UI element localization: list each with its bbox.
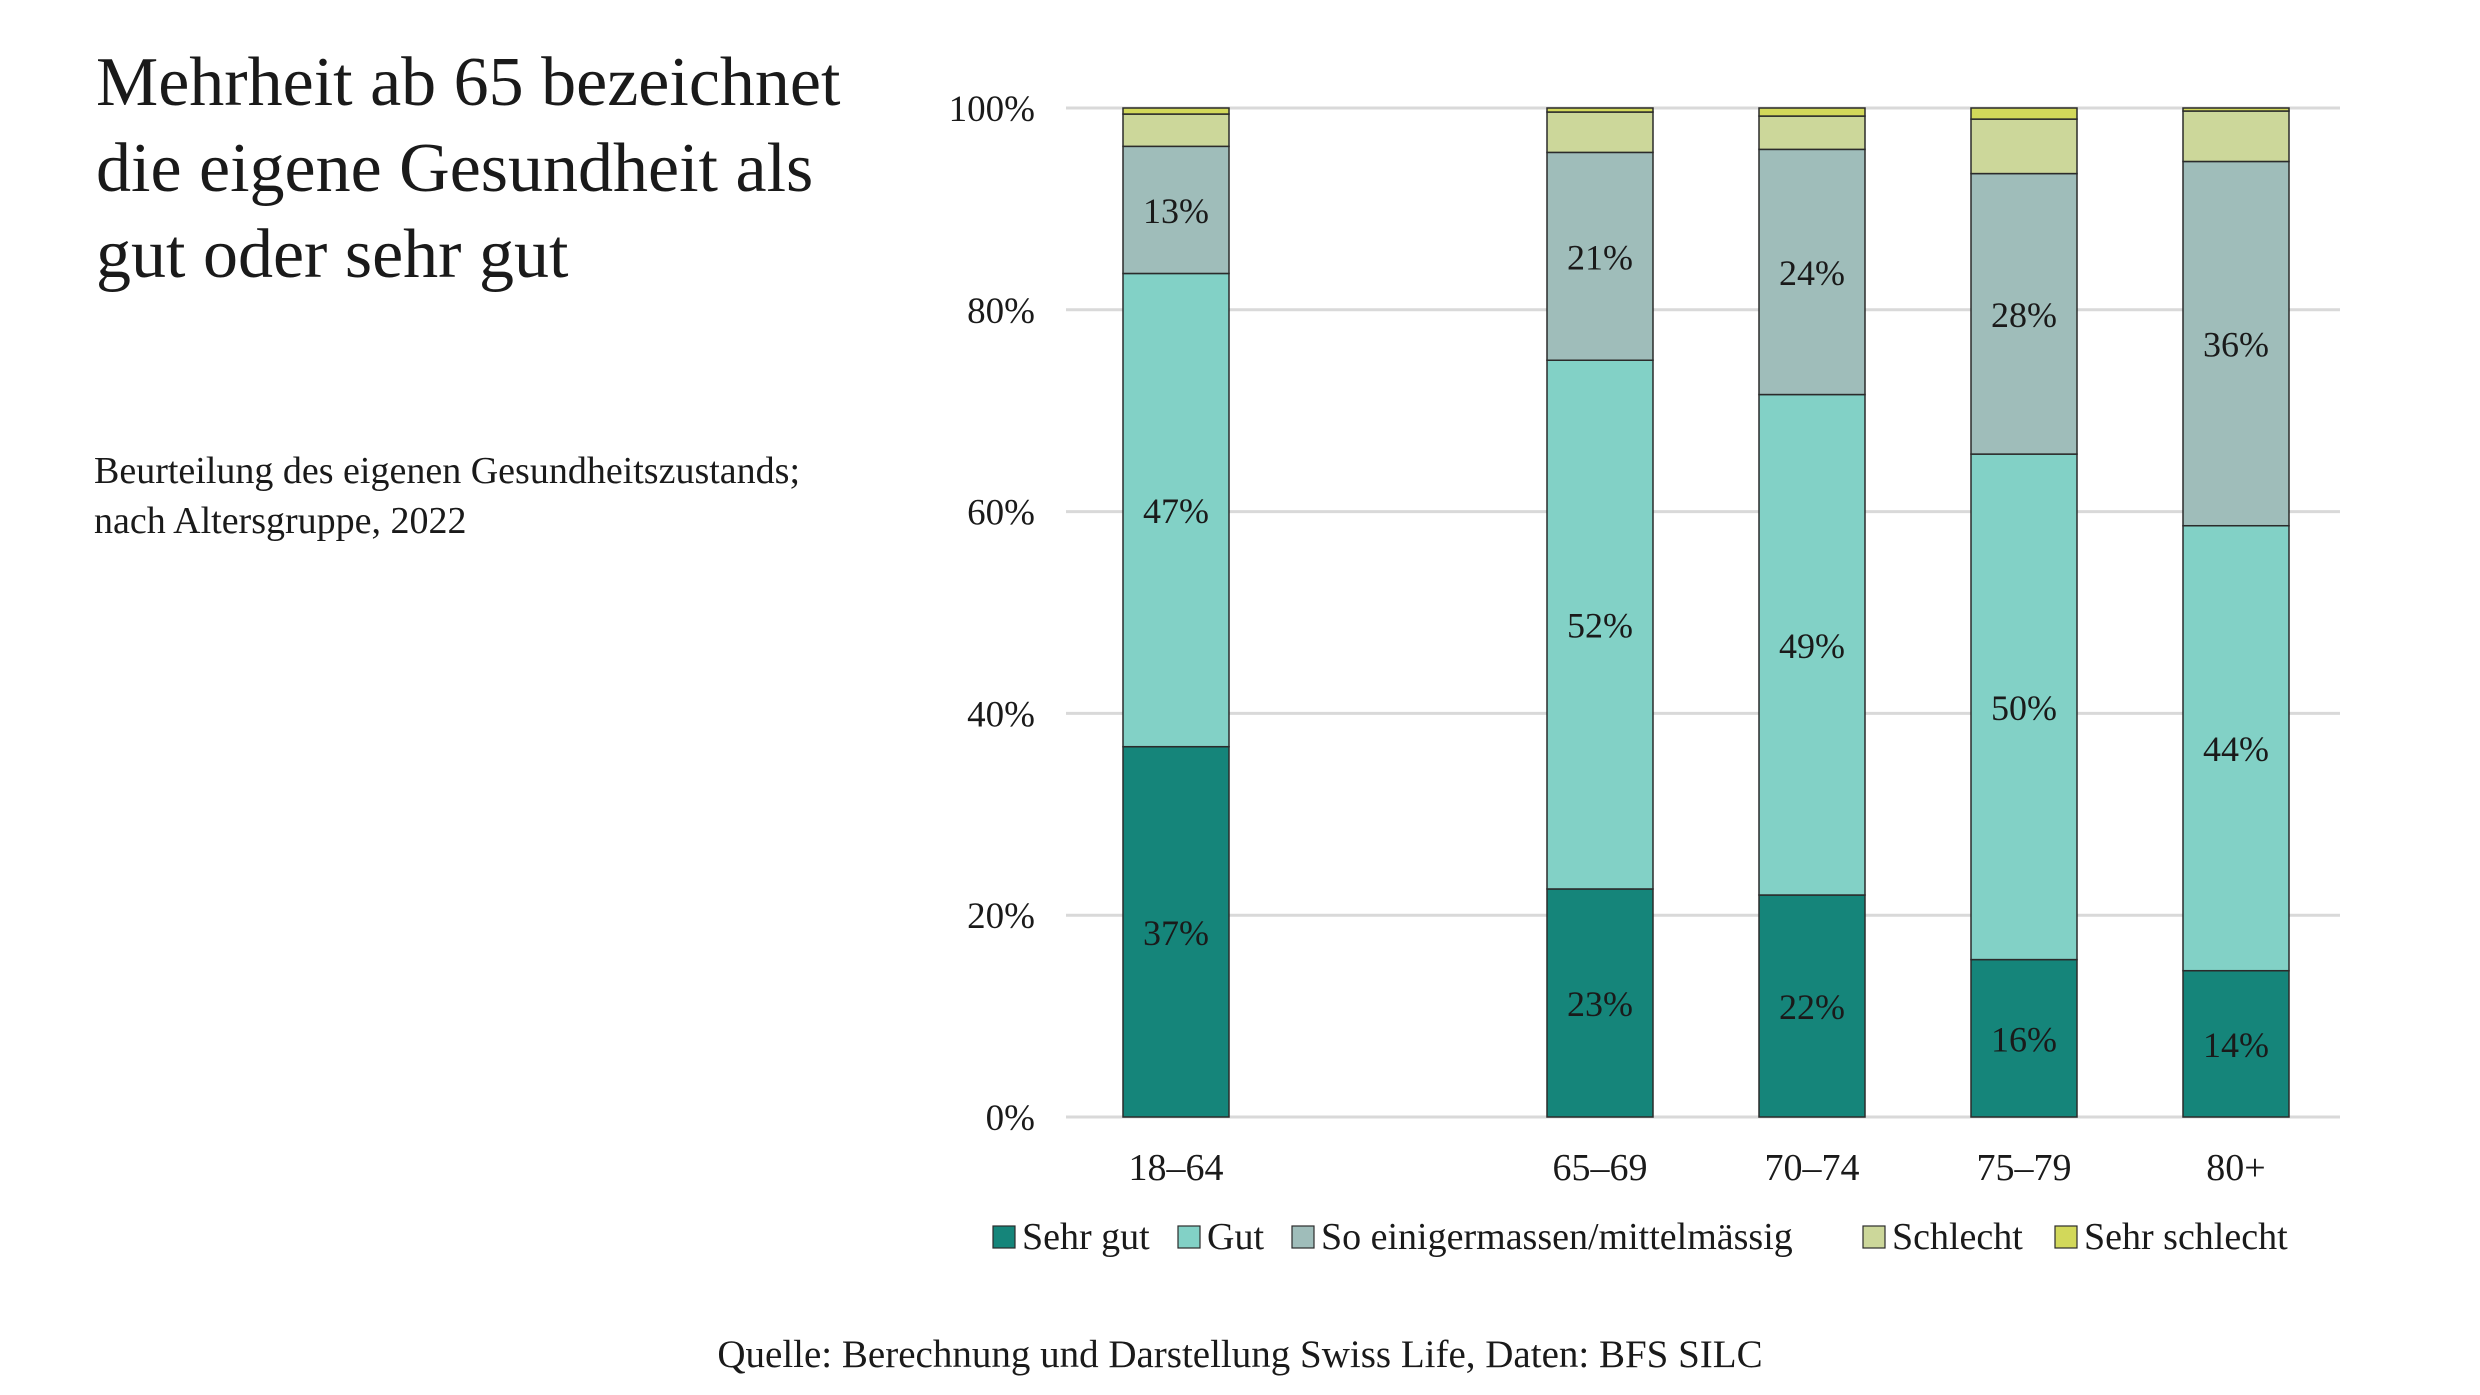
bar-segment — [1758, 107, 1866, 117]
x-tick-label: 65–69 — [1553, 1147, 1648, 1189]
bar-segment — [1970, 107, 2078, 120]
bar-segment — [2182, 110, 2290, 163]
data-label: 47% — [1143, 491, 1209, 531]
x-tick-label: 18–64 — [1129, 1147, 1224, 1189]
data-label: 24% — [1779, 253, 1845, 293]
subtitle-line-2: nach Altersgruppe, 2022 — [94, 500, 467, 542]
y-tick-label: 80% — [967, 291, 1035, 332]
data-label: 13% — [1143, 191, 1209, 231]
bar-segment — [1546, 111, 1654, 154]
x-tick-label: 75–79 — [1977, 1147, 2072, 1189]
bar-segment — [2182, 524, 2290, 972]
bar-segment — [1758, 393, 1866, 896]
data-label: 44% — [2203, 729, 2269, 769]
legend-swatch — [2054, 1225, 2078, 1249]
data-label: 37% — [1143, 913, 1209, 953]
legend-label: So einigermassen/mittelmässig — [1321, 1216, 1793, 1258]
bar-segment — [1758, 148, 1866, 396]
bar-segment — [1122, 272, 1230, 748]
legend-label: Sehr schlecht — [2084, 1216, 2288, 1258]
x-tick-label: 80+ — [2206, 1147, 2265, 1189]
data-label: 14% — [2203, 1025, 2269, 1065]
data-label: 16% — [1991, 1019, 2057, 1059]
bar-segment — [1546, 359, 1654, 890]
chart-subtitle: Beurteilung des eigenen Gesundheitszusta… — [94, 446, 914, 546]
bar-segment — [1122, 107, 1230, 115]
y-tick-label: 20% — [967, 896, 1035, 937]
y-tick-label: 0% — [986, 1098, 1035, 1139]
legend-swatch — [1177, 1225, 1201, 1249]
data-label: 23% — [1567, 984, 1633, 1024]
subtitle-line-1: Beurteilung des eigenen Gesundheitszusta… — [94, 450, 801, 492]
bar-segment — [1970, 172, 2078, 455]
data-label: 36% — [2203, 325, 2269, 365]
bar-segment — [1758, 115, 1866, 151]
data-label: 28% — [1991, 295, 2057, 335]
legend-label: Schlecht — [1892, 1216, 2023, 1258]
legend-swatch — [1862, 1225, 1886, 1249]
x-tick-label: 70–74 — [1765, 1147, 1860, 1189]
data-label: 22% — [1779, 987, 1845, 1027]
y-tick-label: 60% — [967, 493, 1035, 534]
bar-segment — [1970, 118, 2078, 175]
data-label: 50% — [1991, 688, 2057, 728]
bar-segment — [1970, 958, 2078, 1118]
bar-segment — [1758, 894, 1866, 1118]
y-tick-label: 40% — [967, 694, 1035, 735]
legend-label: Sehr gut — [1022, 1216, 1150, 1258]
bar-segment — [2182, 160, 2290, 527]
source-note: Quelle: Berechnung und Darstellung Swiss… — [717, 1333, 1763, 1376]
bar-segment — [1546, 107, 1654, 113]
bar-segment — [2182, 107, 2290, 112]
bar-segment — [1546, 151, 1654, 361]
legend-label: Gut — [1207, 1216, 1264, 1258]
data-label: 49% — [1779, 626, 1845, 666]
data-label: 21% — [1567, 237, 1633, 277]
bar-segment — [1122, 113, 1230, 148]
legend-swatch — [992, 1225, 1016, 1249]
data-label: 52% — [1567, 606, 1633, 646]
y-tick-label: 100% — [949, 89, 1035, 130]
legend-swatch — [1291, 1225, 1315, 1249]
chart-title: Mehrheit ab 65 bezeichnet die eigene Ges… — [96, 44, 841, 293]
bar-segment — [1122, 745, 1230, 1118]
